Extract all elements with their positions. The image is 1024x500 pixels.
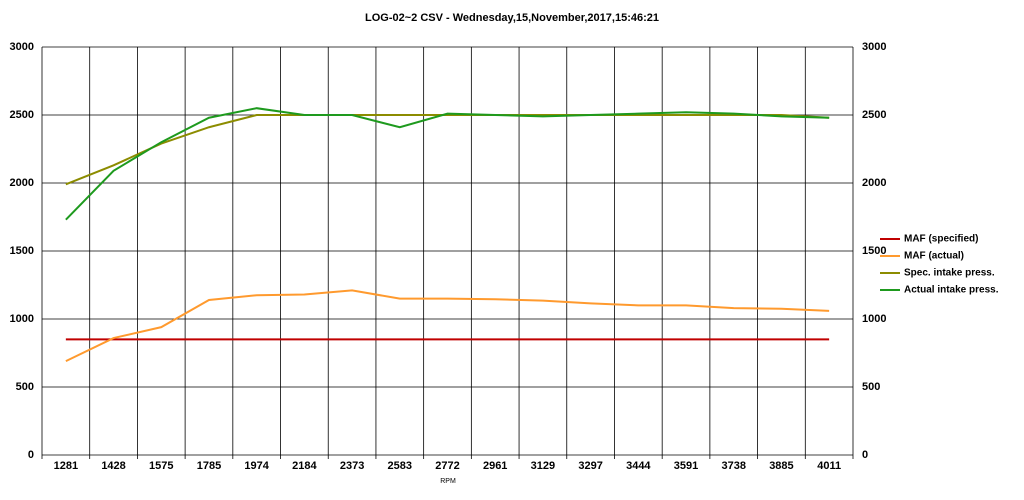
chart-title: LOG-02~2 CSV - Wednesday,15,November,201… — [365, 12, 659, 24]
series-line — [65, 114, 830, 186]
y-tick-label: 1000 — [10, 313, 34, 325]
x-tick-label: 1974 — [244, 460, 269, 472]
x-axis-label: RPM — [440, 478, 456, 485]
y2-tick-label: 1000 — [862, 313, 886, 325]
x-tick-label: 3444 — [626, 460, 651, 472]
y-tick-label: 500 — [16, 381, 34, 393]
y2-tick-label: 2000 — [862, 177, 886, 189]
y-tick-label: 0 — [28, 449, 34, 461]
legend-label: MAF (specified) — [904, 234, 978, 245]
legend-label: Actual intake press. — [904, 285, 999, 296]
x-tick-label: 1428 — [101, 460, 125, 472]
x-tick-label: 2373 — [340, 460, 364, 472]
x-tick-label: 1281 — [54, 460, 78, 472]
x-tick-label: 3297 — [578, 460, 602, 472]
series-line — [65, 107, 830, 221]
x-tick-label: 3129 — [531, 460, 555, 472]
x-tick-label: 3885 — [769, 460, 793, 472]
x-tick-label: 3591 — [674, 460, 698, 472]
y2-tick-label: 0 — [862, 449, 868, 461]
x-tick-label: 2583 — [388, 460, 412, 472]
y-tick-label: 2000 — [10, 177, 34, 189]
y2-tick-label: 2500 — [862, 109, 886, 121]
x-tick-label: 1785 — [197, 460, 221, 472]
legend-label: MAF (actual) — [904, 251, 964, 262]
series-line — [65, 289, 830, 363]
y2-tick-label: 3000 — [862, 41, 886, 53]
y2-tick-label: 500 — [862, 381, 880, 393]
x-tick-label: 4011 — [817, 460, 841, 472]
x-tick-label: 2772 — [435, 460, 459, 472]
x-tick-label: 2184 — [292, 460, 317, 472]
legend-label: Spec. intake press. — [904, 268, 995, 279]
x-tick-label: 3738 — [721, 460, 745, 472]
x-tick-label: 1575 — [149, 460, 173, 472]
x-tick-label: 2961 — [483, 460, 507, 472]
y-tick-label: 1500 — [10, 245, 34, 257]
y2-tick-label: 1500 — [862, 245, 886, 257]
y-tick-label: 2500 — [10, 109, 34, 121]
y-tick-label: 3000 — [10, 41, 34, 53]
